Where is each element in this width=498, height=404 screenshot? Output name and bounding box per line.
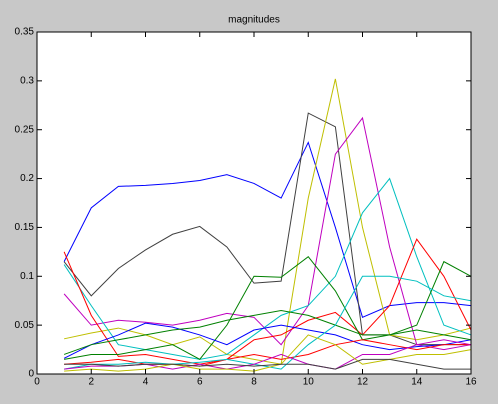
- y-tick-label: 0.05: [15, 320, 35, 331]
- y-tick-label: 0.35: [15, 27, 35, 38]
- x-tick-label: 4: [143, 377, 149, 388]
- series-line: [64, 334, 472, 372]
- x-tick-label: 2: [88, 377, 94, 388]
- x-tick-label: 12: [357, 377, 369, 388]
- y-tick-label: 0.1: [20, 271, 34, 282]
- y-tick-label: 0.2: [20, 173, 34, 184]
- y-tick-label: 0: [28, 369, 34, 380]
- series-line: [64, 275, 472, 370]
- x-tick-label: 6: [197, 377, 203, 388]
- x-tick-label: 10: [303, 377, 315, 388]
- series-line: [64, 78, 472, 365]
- series-line: [63, 141, 472, 319]
- chart-title: magnitudes: [228, 15, 280, 26]
- series-line: [63, 116, 472, 351]
- x-tick-label: 16: [465, 377, 477, 388]
- x-tick-label: 0: [34, 377, 40, 388]
- series-line: [63, 238, 472, 365]
- x-tick-label: 8: [251, 377, 257, 388]
- series-line: [63, 112, 471, 346]
- series-line: [63, 177, 472, 360]
- y-tick-label: 0.25: [15, 124, 35, 135]
- series-line: [64, 358, 471, 370]
- series-line: [63, 309, 472, 355]
- series-line: [64, 256, 472, 360]
- x-tick-label: 14: [411, 377, 423, 388]
- y-tick-label: 0.3: [20, 75, 34, 86]
- series-line: [64, 339, 471, 367]
- series-line: [63, 322, 472, 359]
- y-tick-label: 0.15: [15, 222, 35, 233]
